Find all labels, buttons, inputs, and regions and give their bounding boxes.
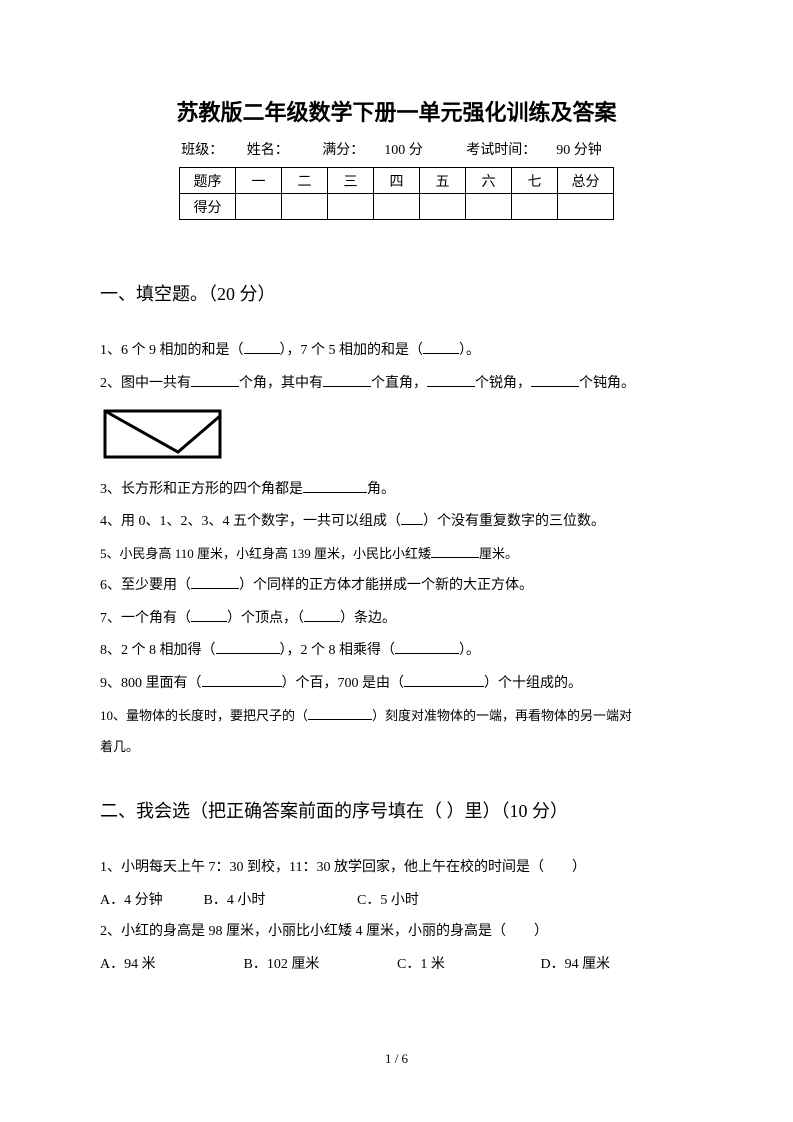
option-b: B．4 小时 xyxy=(204,886,354,917)
table-cell xyxy=(328,194,374,220)
exam-time: 考试时间：90 分钟 xyxy=(456,143,612,158)
question-6: 6、至少要用（）个同样的正方体才能拼成一个新的大正方体。 xyxy=(100,571,693,602)
option-c: C．5 小时 xyxy=(357,886,419,917)
table-cell xyxy=(466,194,512,220)
question-2: 2、图中一共有个角，其中有个直角，个锐角，个钝角。 xyxy=(100,369,693,400)
table-cell xyxy=(374,194,420,220)
full-score: 满分：100 分 xyxy=(312,143,433,158)
name-label: 姓名： xyxy=(247,143,289,158)
question-s2-1-options: A．4 分钟 B．4 小时 C．5 小时 xyxy=(100,886,693,917)
table-row: 题序 一 二 三 四 五 六 七 总分 xyxy=(180,168,614,194)
table-cell: 总分 xyxy=(558,168,614,194)
table-cell xyxy=(512,194,558,220)
option-a: A．94 米 xyxy=(100,950,240,981)
table-row: 得分 xyxy=(180,194,614,220)
question-4: 4、用 0、1、2、3、4 五个数字，一共可以组成（）个没有重复数字的三位数。 xyxy=(100,507,693,538)
table-cell: 五 xyxy=(420,168,466,194)
table-cell: 四 xyxy=(374,168,420,194)
table-cell: 得分 xyxy=(180,194,236,220)
question-8: 8、2 个 8 相加得（），2 个 8 相乘得（）。 xyxy=(100,636,693,667)
question-10b: 着几。 xyxy=(100,733,693,762)
table-cell: 一 xyxy=(236,168,282,194)
question-7: 7、一个角有（）个顶点，（）条边。 xyxy=(100,604,693,635)
table-cell: 六 xyxy=(466,168,512,194)
angle-figure xyxy=(100,406,693,467)
question-s2-2: 2、小红的身高是 98 厘米，小丽比小红矮 4 厘米，小丽的身高是（ ） xyxy=(100,917,693,948)
page-number: 1 / 6 xyxy=(0,1051,793,1067)
table-cell xyxy=(558,194,614,220)
question-10: 10、量物体的长度时，要把尺子的（）刻度对准物体的一端，再看物体的另一端对 xyxy=(100,702,693,731)
table-cell: 七 xyxy=(512,168,558,194)
table-cell: 二 xyxy=(282,168,328,194)
page-title: 苏教版二年级数学下册一单元强化训练及答案 xyxy=(100,95,693,127)
score-table: 题序 一 二 三 四 五 六 七 总分 得分 xyxy=(179,167,614,220)
question-s2-2-options: A．94 米 B．102 厘米 C．1 米 D．94 厘米 xyxy=(100,950,693,981)
option-c: C．1 米 xyxy=(397,950,537,981)
table-cell: 三 xyxy=(328,168,374,194)
table-cell xyxy=(236,194,282,220)
section-2-heading: 二、我会选（把正确答案前面的序号填在（ ）里）（10 分） xyxy=(100,797,693,823)
option-d: D．94 厘米 xyxy=(541,950,611,981)
table-cell xyxy=(282,194,328,220)
table-cell: 题序 xyxy=(180,168,236,194)
question-9: 9、800 里面有（）个百，700 是由（）个十组成的。 xyxy=(100,669,693,700)
option-a: A．4 分钟 xyxy=(100,886,200,917)
question-1: 1、6 个 9 相加的和是（），7 个 5 相加的和是（）。 xyxy=(100,336,693,367)
class-label: 班级： xyxy=(181,143,223,158)
table-cell xyxy=(420,194,466,220)
section-1-heading: 一、填空题。（20 分） xyxy=(100,280,693,306)
info-line: 班级： 姓名： 满分：100 分 考试时间：90 分钟 xyxy=(100,139,693,159)
question-5: 5、小民身高 110 厘米，小红身高 139 厘米，小民比小红矮厘米。 xyxy=(100,540,693,569)
option-b: B．102 厘米 xyxy=(244,950,394,981)
question-s2-1: 1、小明每天上午 7：30 到校，11：30 放学回家，他上午在校的时间是（ ） xyxy=(100,853,693,884)
question-3: 3、长方形和正方形的四个角都是角。 xyxy=(100,475,693,506)
